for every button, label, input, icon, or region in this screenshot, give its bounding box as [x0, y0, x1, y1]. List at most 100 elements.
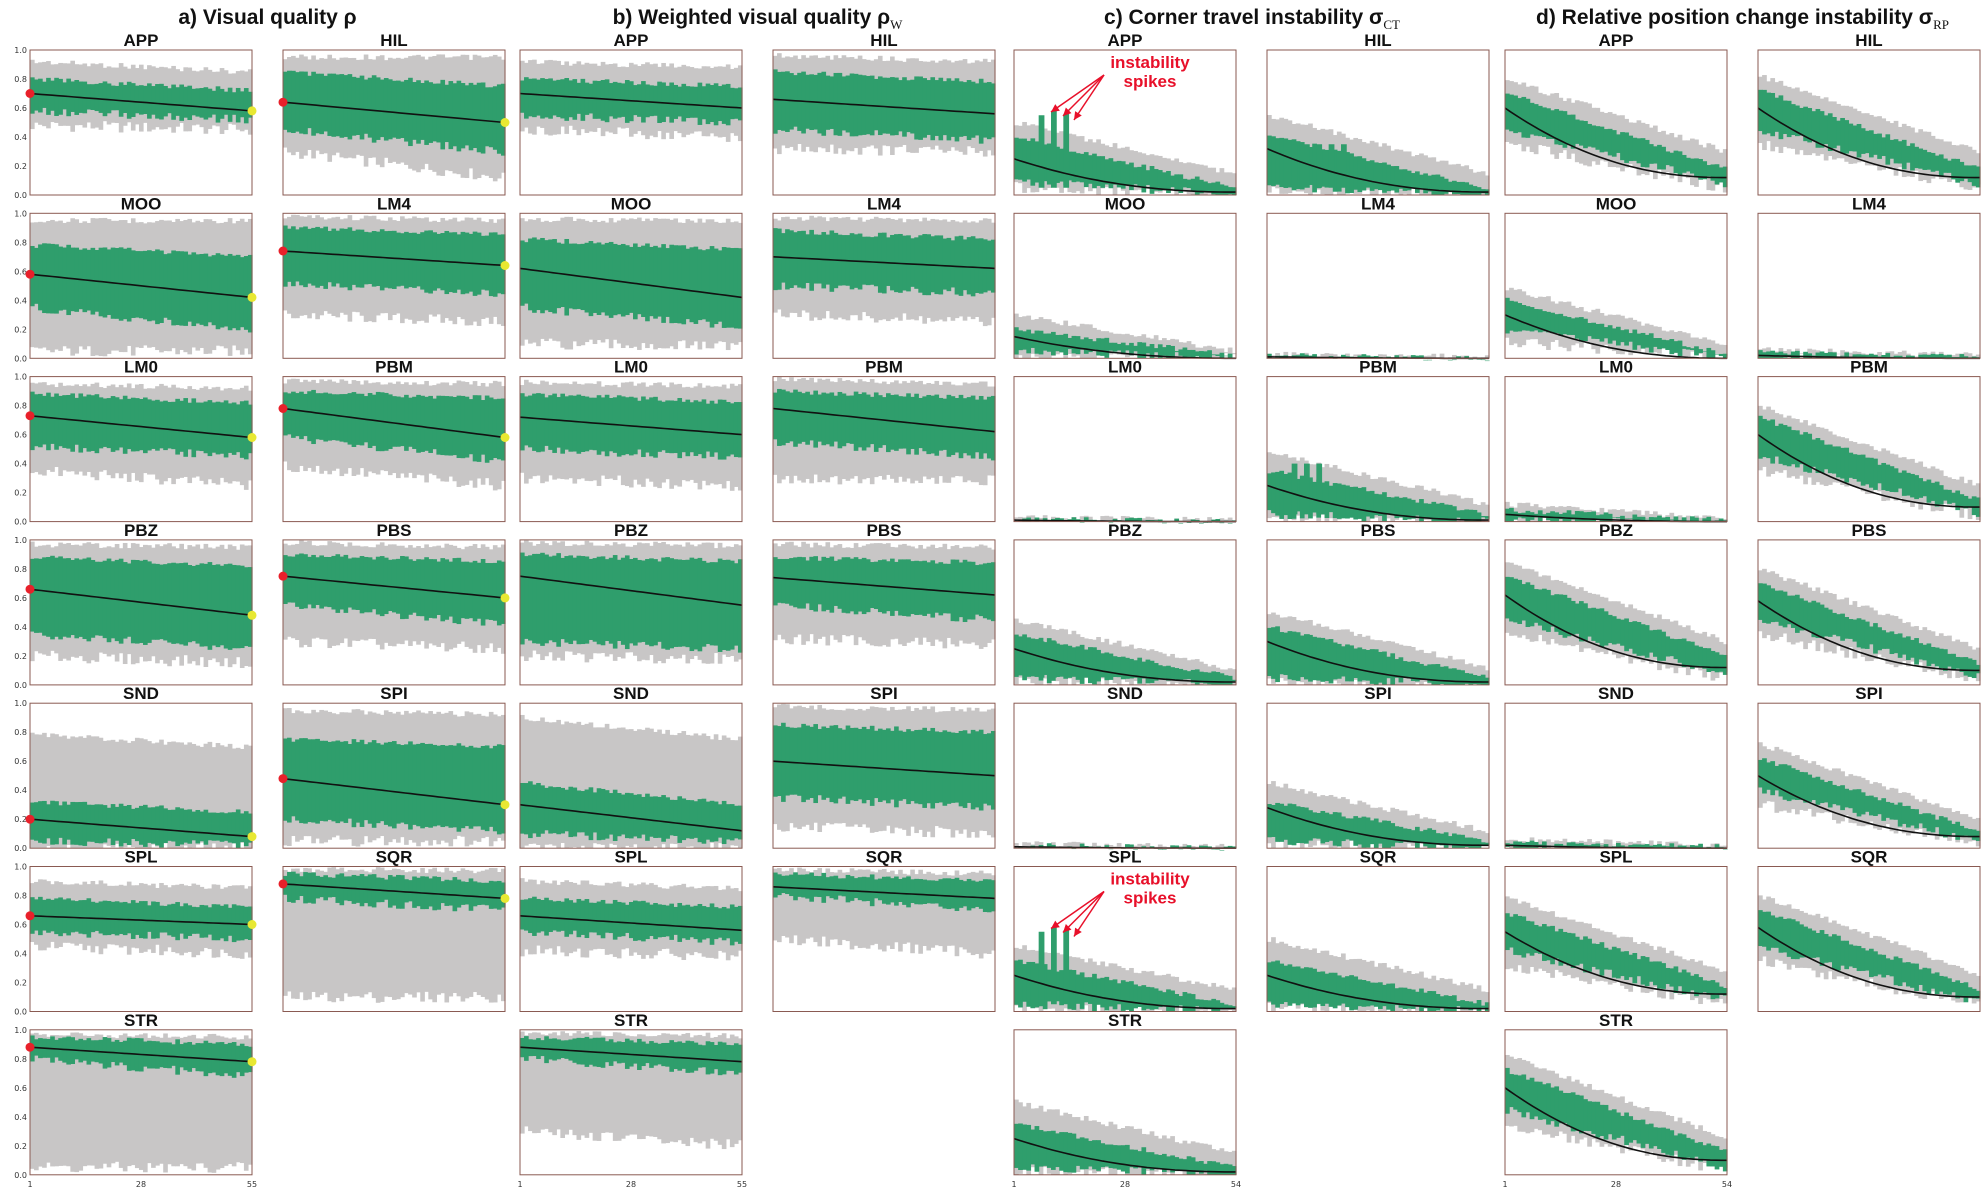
green-band-bar	[299, 71, 304, 134]
gray-band-bar	[1075, 842, 1081, 849]
green-band-bar	[122, 805, 128, 844]
gray-band-bar	[1211, 1149, 1217, 1173]
gray-band-bar	[1710, 340, 1716, 358]
green-band-bar	[1174, 994, 1180, 1008]
gray-band-bar	[472, 873, 478, 993]
green-band-bar	[568, 555, 574, 645]
gray-band-bar	[978, 870, 984, 959]
green-band-bar	[657, 796, 662, 838]
gray-band-bar	[552, 722, 557, 846]
green-band-bar	[1357, 979, 1363, 1007]
green-band-bar	[62, 899, 67, 934]
green-band-bar	[616, 1041, 622, 1064]
green-band-bar	[1194, 999, 1200, 1007]
green-band-bar	[1456, 834, 1461, 849]
green-band-bar	[1624, 132, 1629, 163]
green-band-bar	[717, 804, 723, 838]
green-band-bar	[159, 401, 164, 449]
end-point-dot	[247, 106, 257, 116]
green-band-bar	[243, 567, 249, 647]
gray-band-bar	[1194, 518, 1200, 522]
green-band-bar	[1464, 356, 1470, 359]
green-band-bar	[412, 560, 417, 613]
instability-spike-bar	[1291, 144, 1298, 188]
panel-frame	[29, 376, 253, 523]
gray-band-bar	[1681, 332, 1687, 358]
gray-band-bar	[496, 872, 502, 995]
gray-band-bar	[564, 721, 570, 849]
green-band-bar	[1595, 323, 1601, 339]
green-band-bar	[1199, 179, 1204, 194]
gray-band-bar	[179, 1037, 184, 1165]
green-band-bar	[709, 400, 715, 457]
gray-band-bar	[207, 741, 213, 849]
green-band-bar	[633, 85, 638, 116]
y-tick-label: 0.4	[14, 133, 27, 142]
gray-band-bar	[1484, 355, 1490, 359]
green-band-bar	[1349, 645, 1354, 682]
green-band-bar	[898, 80, 903, 132]
green-band-bar	[528, 238, 533, 311]
green-band-bar	[1194, 351, 1200, 357]
gray-band-bar	[1718, 344, 1724, 355]
green-band-bar	[612, 555, 618, 649]
panel-title: LM4	[867, 194, 902, 213]
green-band-bar	[1141, 164, 1147, 193]
green-band-bar	[1267, 804, 1272, 838]
green-band-bar	[1137, 166, 1143, 187]
gray-band-bar	[628, 729, 634, 848]
green-band-bar	[1885, 353, 1891, 359]
green-band-bar	[1423, 173, 1428, 194]
median-line	[282, 777, 506, 806]
green-band-bar	[1207, 672, 1212, 685]
green-band-bar	[1112, 161, 1118, 185]
green-band-bar	[616, 244, 622, 315]
green-band-bar	[1353, 486, 1359, 520]
green-band-bar	[1133, 660, 1138, 678]
green-band-bar	[1215, 181, 1221, 195]
green-band-bar	[592, 397, 598, 451]
gray-band-bar	[1472, 666, 1478, 681]
green-band-bar	[452, 83, 458, 147]
green-band-bar	[1815, 352, 1821, 359]
green-band-bar	[303, 393, 308, 437]
green-band-bar	[243, 1046, 249, 1073]
green-band-bar	[584, 556, 590, 644]
green-band-bar	[817, 876, 823, 898]
green-band-bar	[488, 563, 494, 620]
gray-band-bar	[689, 735, 695, 847]
green-band-bar	[1034, 330, 1040, 354]
green-band-bar	[797, 231, 802, 288]
green-band-bar	[540, 899, 545, 932]
gray-band-bar	[1685, 333, 1691, 358]
green-band-bar	[633, 1042, 638, 1064]
green-band-bar	[223, 255, 229, 327]
green-band-bar	[1369, 160, 1375, 191]
gray-band-bar	[532, 1032, 537, 1134]
green-band-bar	[970, 81, 976, 138]
green-band-bar	[1283, 474, 1289, 516]
green-band-bar	[910, 79, 915, 134]
gray-band-bar	[1378, 354, 1383, 359]
green-band-bar	[371, 874, 377, 908]
green-band-bar	[1595, 126, 1601, 150]
green-band-bar	[974, 881, 980, 907]
green-band-bar	[1357, 156, 1363, 193]
gray-band-bar	[1219, 518, 1225, 522]
green-band-bar	[1079, 153, 1085, 183]
green-band-bar	[287, 556, 292, 603]
gray-band-bar	[729, 1034, 735, 1148]
green-band-bar	[697, 557, 703, 652]
green-band-bar	[1827, 352, 1833, 359]
gray-band-bar	[219, 745, 225, 849]
green-band-bar	[1304, 807, 1309, 844]
panel-c-app: APP	[1013, 31, 1237, 196]
green-band-bar	[1967, 165, 1973, 183]
green-band-bar	[371, 75, 377, 143]
green-band-bar	[1137, 1151, 1143, 1168]
green-band-bar	[873, 730, 879, 799]
green-band-bar	[1640, 332, 1646, 349]
green-band-bar	[661, 244, 666, 323]
x-tick-label: 28	[136, 1180, 146, 1189]
gray-band-bar	[1698, 338, 1703, 354]
